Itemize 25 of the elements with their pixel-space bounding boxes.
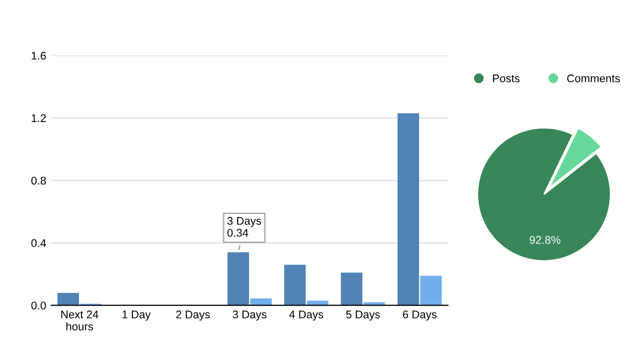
bar (398, 113, 420, 306)
x-tick-label: 1 Day (122, 310, 151, 321)
x-tick-label: 3 Days (232, 310, 266, 321)
bar (57, 292, 79, 306)
annotation: 3 Days 0.34 (227, 216, 262, 237)
legend-label: Posts (493, 74, 520, 82)
bar (306, 300, 328, 306)
y-tick-label: 1.6 (32, 52, 46, 60)
bar (364, 302, 386, 306)
y-tick-label: 1.2 (32, 114, 46, 122)
y-tick-label: 0.4 (31, 239, 46, 248)
bar (284, 264, 306, 306)
data-label: 92.8% (530, 236, 560, 244)
x-tick-label: 6 Days (402, 310, 437, 321)
x-tick-label: 5 Days (346, 310, 380, 321)
x-tick-label: 4 Days (289, 310, 324, 321)
bar (227, 252, 250, 306)
bar (340, 272, 362, 306)
x-tick-label: Next 24 hours (61, 310, 98, 330)
y-tick-label: 0.0 (31, 302, 46, 310)
legend-label: Comments (567, 74, 620, 82)
bar (420, 276, 442, 306)
y-tick-label: 0.8 (31, 176, 46, 185)
x-tick-label: 2 Days (176, 310, 210, 321)
bar (250, 298, 272, 306)
